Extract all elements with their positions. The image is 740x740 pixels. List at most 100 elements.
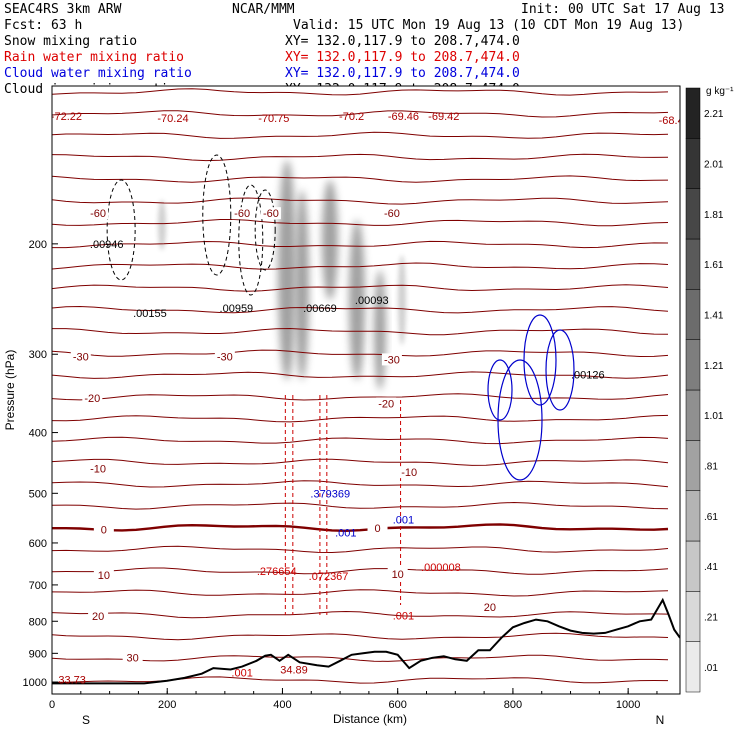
isotherm-label-bg bbox=[122, 651, 143, 664]
isotherm-label: -60 bbox=[90, 208, 106, 220]
temperature-extreme-label: 34.89 bbox=[280, 664, 308, 676]
isotherm-line bbox=[52, 458, 669, 466]
isotherm-line bbox=[52, 284, 669, 292]
colorbar-label: 2.21 bbox=[704, 109, 724, 120]
model-name: SEAC4RS 3km ARW bbox=[4, 2, 122, 17]
y-tick-label: 900 bbox=[29, 648, 47, 660]
colorbar-swatch bbox=[685, 389, 701, 441]
colorbar-swatch bbox=[685, 540, 701, 592]
x-tick-label: 600 bbox=[389, 699, 407, 711]
y-tick-label: 200 bbox=[29, 239, 47, 251]
colorbar-label: 1.21 bbox=[704, 361, 724, 372]
temperature-isotherms bbox=[52, 88, 669, 684]
isotherm-line bbox=[52, 414, 669, 423]
colorbar-swatch bbox=[685, 188, 701, 240]
colorbar-label: 1.81 bbox=[704, 210, 724, 221]
isotherm-line bbox=[52, 393, 669, 401]
isotherm-label-bg bbox=[367, 521, 388, 534]
isotherm-label-bg bbox=[82, 392, 103, 405]
cloud-water-max-label: .001 bbox=[335, 527, 356, 539]
x-axis: 0 200 400 600 800 1000 bbox=[49, 688, 658, 711]
colorbar-label: 1.61 bbox=[704, 260, 724, 271]
isotherm-label-bg bbox=[399, 466, 420, 479]
colorbar-label: .01 bbox=[704, 663, 718, 674]
y-tick-label: 800 bbox=[29, 616, 47, 628]
isotherm-label-bg bbox=[70, 350, 91, 363]
rain-max-label: .072367 bbox=[309, 571, 349, 583]
y-tick-label: 1000 bbox=[23, 677, 47, 689]
isotherm-line bbox=[52, 436, 669, 445]
temperature-extreme-label: 33.73 bbox=[58, 674, 86, 686]
isotherm-label: 0 bbox=[374, 523, 380, 535]
isotherm-line bbox=[52, 589, 669, 597]
isotherm-line bbox=[52, 480, 669, 488]
snow-contour bbox=[106, 179, 136, 281]
isotherm-label: -30 bbox=[217, 352, 233, 364]
isotherm-label-bg bbox=[232, 207, 253, 220]
init-time: Init: 00 UTC Sat 17 Aug 13 bbox=[521, 2, 725, 17]
rain-max-label: .000008 bbox=[421, 562, 461, 574]
isotherm-label: 20 bbox=[484, 602, 496, 614]
snow-max-label: .00155 bbox=[133, 308, 167, 320]
field-name-rain: Rain water mixing ratio bbox=[4, 50, 184, 65]
colorbar-swatch bbox=[685, 440, 701, 491]
field-xy-snow: XY= 132.0,117.9 to 208.7,474.0 bbox=[285, 34, 520, 49]
colorbar-swatch bbox=[685, 87, 701, 139]
colorbar-label: .41 bbox=[704, 562, 718, 573]
isotherm-label-bg bbox=[88, 462, 109, 475]
rain-max-label: .001 bbox=[231, 667, 252, 679]
isotherm-label: -60 bbox=[263, 208, 279, 220]
cloud-water-contour bbox=[487, 359, 513, 421]
isotherm-label-bg bbox=[381, 207, 402, 220]
y-tick-label: 700 bbox=[29, 580, 47, 592]
cloud-water-contours bbox=[487, 314, 575, 481]
snow-contours bbox=[106, 154, 276, 296]
colorbar-label: .61 bbox=[704, 512, 718, 523]
colorbar-unit: g kg⁻¹ bbox=[706, 86, 734, 97]
colorbar-label: .21 bbox=[704, 613, 718, 624]
isotherm-label-bg bbox=[260, 207, 281, 220]
contour-labels: -70-60 -60 -60-60-30 -30 -30-20 -20-10 -100 010… bbox=[51, 111, 680, 686]
isotherm-label: -30 bbox=[384, 354, 400, 366]
isotherm-line bbox=[52, 131, 669, 139]
isotherm-label: -60 bbox=[384, 208, 400, 220]
isotherm-line bbox=[52, 262, 669, 270]
field-name-snow: Snow mixing ratio bbox=[4, 34, 137, 49]
isotherm-line bbox=[52, 197, 669, 205]
rain-max-label: .001 bbox=[393, 610, 414, 622]
field-xy-cloud-water: XY= 132.0,117.9 to 208.7,474.0 bbox=[285, 66, 520, 81]
isotherm-line bbox=[52, 654, 669, 662]
snow-max-label: .00959 bbox=[220, 303, 254, 315]
isotherm-line bbox=[52, 567, 669, 575]
isotherm-label: 30 bbox=[127, 652, 139, 664]
isotherm-label-bg bbox=[387, 567, 408, 580]
colorbar-swatch bbox=[685, 339, 701, 391]
rain-max-label: .276654 bbox=[257, 566, 297, 578]
cloud-water-max-label: .001 bbox=[393, 514, 414, 526]
temperature-extreme-label: -70.2 bbox=[339, 111, 364, 123]
snow-max-label: .00093 bbox=[355, 295, 389, 307]
terrain-line bbox=[52, 597, 680, 685]
isotherm-line bbox=[52, 371, 669, 379]
isotherm-label: 10 bbox=[98, 570, 110, 582]
temperature-extreme-label: -69.46 bbox=[388, 111, 419, 123]
temperature-extreme-label: -72.22 bbox=[51, 111, 82, 123]
organization: NCAR/MMM bbox=[232, 2, 295, 17]
isotherm-line bbox=[52, 523, 669, 533]
isotherm-label: -10 bbox=[401, 467, 417, 479]
isotherm-label: -60 bbox=[234, 208, 250, 220]
isotherm-line bbox=[52, 349, 669, 358]
snow-max-label: .00126 bbox=[571, 369, 605, 381]
figure-header: SEAC4RS 3km ARW NCAR/MMM Init: 00 UTC Sa… bbox=[4, 2, 725, 97]
isotherm-line bbox=[52, 110, 669, 118]
isotherm-label-bg bbox=[88, 207, 109, 220]
y-tick-label: 400 bbox=[29, 428, 47, 440]
isotherm-line bbox=[52, 501, 669, 510]
x-axis-title: Distance (km) bbox=[333, 712, 407, 726]
isotherm-line bbox=[52, 219, 669, 227]
right-endpoint-label: N bbox=[656, 713, 665, 727]
isotherm-label-bg bbox=[93, 569, 114, 582]
colorbar-swatch bbox=[685, 490, 701, 542]
forecast-hour: Fcst: 63 h bbox=[4, 18, 82, 33]
